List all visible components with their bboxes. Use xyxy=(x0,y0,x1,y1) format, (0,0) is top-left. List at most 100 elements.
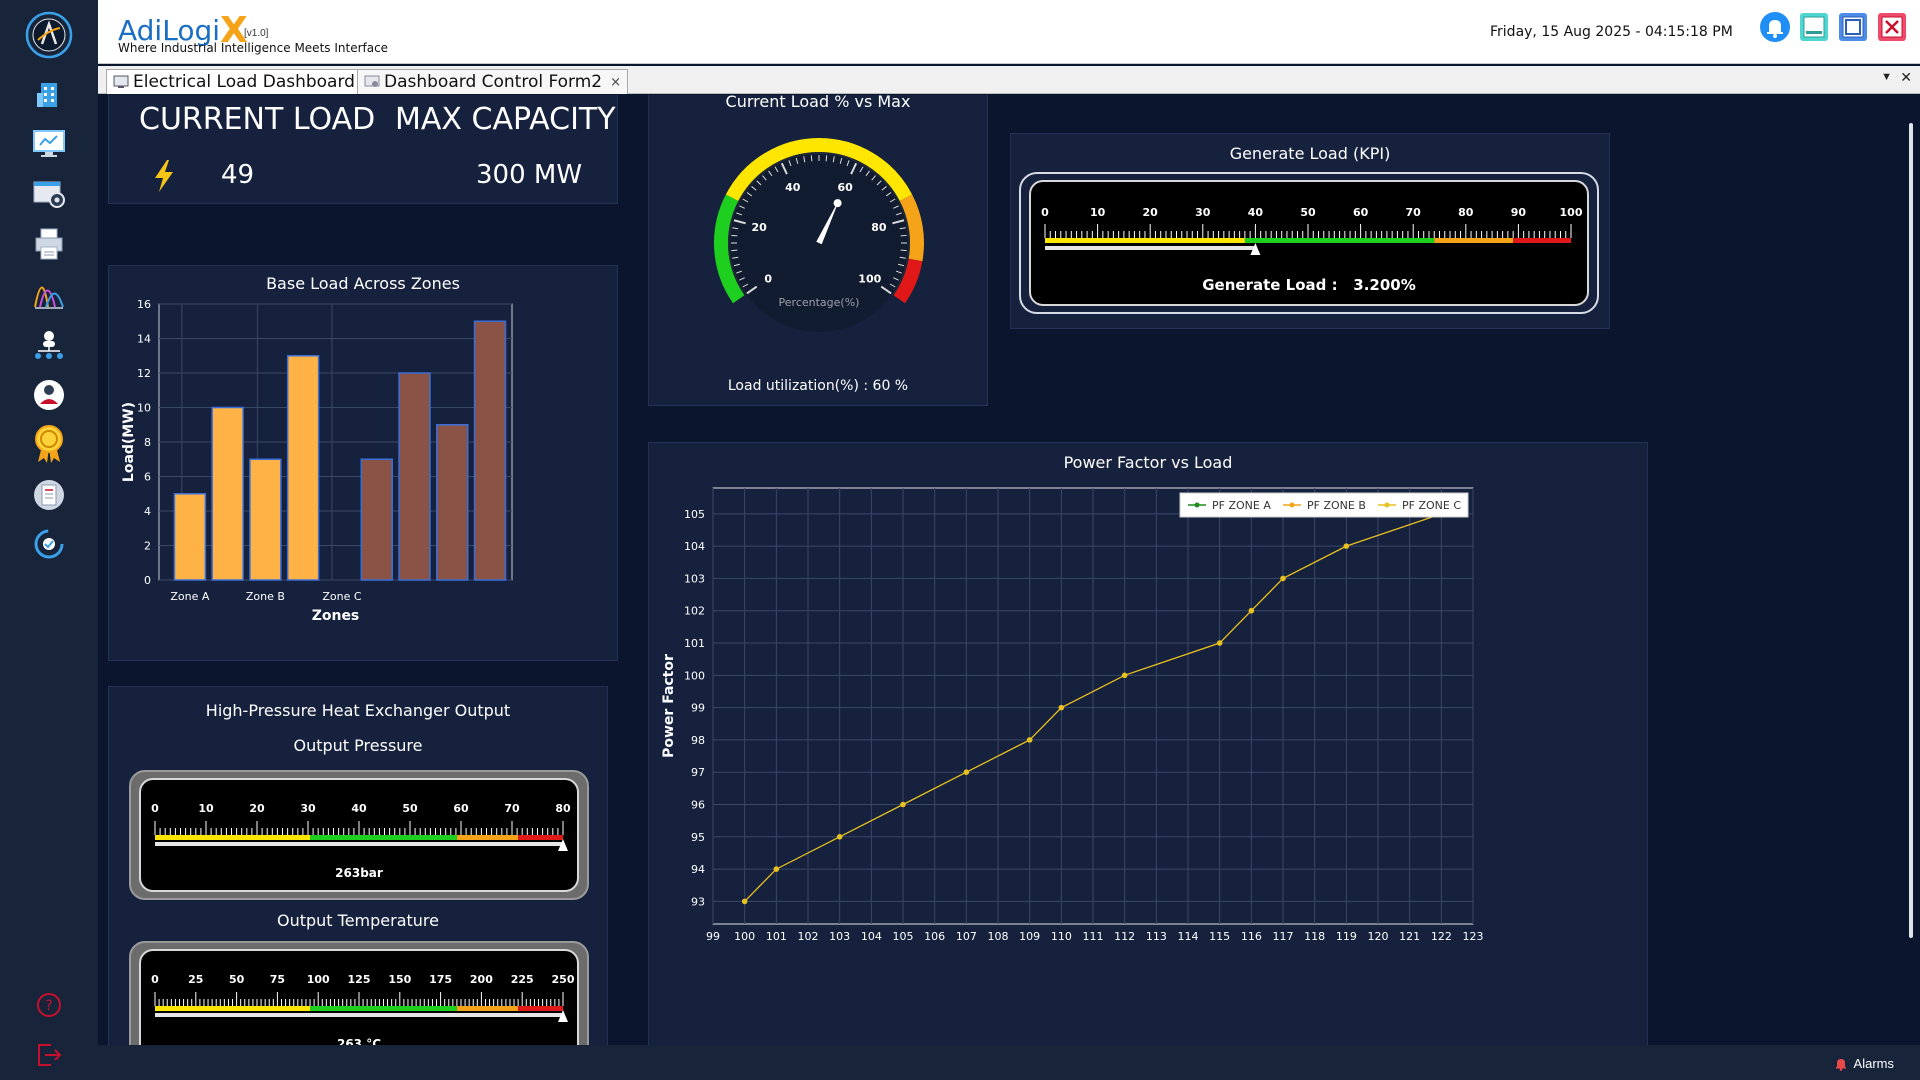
notification-button[interactable] xyxy=(1758,10,1792,44)
form-tab-icon xyxy=(364,75,380,87)
tab-list-dropdown[interactable]: ▼ xyxy=(1881,71,1892,83)
scale-tick-label: 30 xyxy=(300,802,316,815)
close-app-button[interactable] xyxy=(1875,10,1909,44)
scale-tick-label: 40 xyxy=(1248,206,1264,219)
x-tick-label: 109 xyxy=(1019,930,1040,943)
y-tick-label: 104 xyxy=(684,540,705,553)
scale-tick-label: 0 xyxy=(1041,206,1049,219)
gauge-tick xyxy=(768,170,773,177)
minimize-button[interactable] xyxy=(1797,10,1831,44)
logout-icon[interactable] xyxy=(24,1032,74,1078)
gauge-needle-cap xyxy=(833,199,842,208)
y-tick-label: 97 xyxy=(691,766,705,779)
maximize-button[interactable] xyxy=(1836,10,1870,44)
scale-tick-label: 50 xyxy=(229,973,245,986)
maximize-icon xyxy=(1839,13,1867,41)
user-icon[interactable] xyxy=(24,372,74,418)
scale-tick-label: 100 xyxy=(1560,206,1583,219)
gauge-tick xyxy=(795,157,799,164)
legend-entry: PF ZONE C xyxy=(1402,499,1461,512)
scale-color-band xyxy=(155,835,311,840)
vertical-scrollbar[interactable] xyxy=(1902,95,1920,1045)
x-tick-label: 123 xyxy=(1463,930,1484,943)
current-load-label: CURRENT LOAD xyxy=(139,102,376,137)
gauge-tick xyxy=(895,270,902,274)
gauge-tick-label: 80 xyxy=(871,221,887,234)
gauge-tick xyxy=(899,256,906,259)
gauge-tick xyxy=(900,249,907,252)
building-icon[interactable] xyxy=(24,72,74,118)
y-tick-label: 103 xyxy=(684,572,705,585)
gauge-tick xyxy=(865,170,870,177)
tab-dashboard-control-form2[interactable]: Dashboard Control Form2 × xyxy=(357,69,629,94)
close-all-tabs-button[interactable]: ✕ xyxy=(1900,69,1912,85)
gauge-tick xyxy=(893,277,899,281)
gauge-tick-label: 20 xyxy=(751,221,767,234)
gauge-tick xyxy=(733,219,746,225)
y-tick-label: 102 xyxy=(684,605,705,618)
report-icon[interactable] xyxy=(24,472,74,518)
help-icon[interactable]: ? xyxy=(24,982,74,1028)
generate-load-readout: Generate Load : 3.200% xyxy=(1031,276,1587,294)
pressure-scale: 0 10 20 30 40 50 60 70 80 xyxy=(151,802,571,851)
x-tick-label: 102 xyxy=(798,930,819,943)
tab-electrical-load-dashboard[interactable]: Electrical Load Dashboard × xyxy=(106,69,381,94)
x-tick-label: 101 xyxy=(766,930,787,943)
data-point xyxy=(1216,640,1223,646)
max-capacity-label: MAX CAPACITY xyxy=(395,102,616,137)
scale-tick-label: 80 xyxy=(1458,206,1474,219)
temperature-value: 263 °C xyxy=(336,1037,382,1045)
load-percentage-gauge: 0 20 40 60 80 100 Percentage(%) xyxy=(714,138,924,332)
scale-tick-label: 80 xyxy=(555,802,571,815)
scroll-thumb[interactable] xyxy=(1909,123,1913,938)
gauge-tick xyxy=(885,192,892,197)
scale-tick-label: 60 xyxy=(1353,206,1369,219)
scale-tick-label: 0 xyxy=(151,802,159,815)
scale-tick-label: 250 xyxy=(552,973,575,986)
printer-icon[interactable] xyxy=(24,221,74,267)
gauge-color-band xyxy=(893,258,923,304)
gauge-tick xyxy=(825,155,828,162)
data-point xyxy=(1026,737,1033,743)
tab-close-icon[interactable]: × xyxy=(610,74,622,90)
gauge-tick xyxy=(810,155,813,162)
settings-screen-icon[interactable] xyxy=(24,171,74,217)
load-utilization: Load utilization(%) : 60 % xyxy=(649,378,987,394)
logo-icon[interactable] xyxy=(24,11,74,59)
monitor-icon[interactable] xyxy=(24,121,74,167)
gauge-tick xyxy=(899,227,906,230)
gauge-tick xyxy=(742,283,749,288)
scale-progress-track xyxy=(155,1013,563,1017)
generate-load-ruler-gauge: 0 10 20 30 40 50 60 70 80 90 100 Generate Load : 3… xyxy=(1029,180,1589,306)
gauge-tick xyxy=(876,180,882,186)
scale-tick-label: 70 xyxy=(1406,206,1422,219)
gauge-tick xyxy=(746,192,753,197)
sync-icon[interactable] xyxy=(24,521,74,567)
alarms-indicator[interactable]: Alarms xyxy=(1834,1056,1894,1071)
scale-tick-label: 30 xyxy=(1195,206,1211,219)
y-tick-label: 8 xyxy=(144,436,151,449)
scale-color-band xyxy=(518,1006,563,1011)
x-tick-label: Zone C xyxy=(322,590,362,603)
award-icon[interactable] xyxy=(24,421,74,467)
scale-color-band xyxy=(1434,238,1514,243)
y-tick-label: 100 xyxy=(684,669,705,682)
x-tick-label: 121 xyxy=(1399,930,1420,943)
gauge-tick-label: 60 xyxy=(838,181,854,194)
chart-title: Power Factor vs Load xyxy=(1063,453,1233,472)
gauge-tick xyxy=(732,256,739,259)
scale-tick-label: 0 xyxy=(151,973,159,986)
pressure-value: 263bar xyxy=(335,866,383,880)
bar xyxy=(173,493,207,581)
gauge-unit-label: Percentage(%) xyxy=(779,296,860,309)
scale-tick-label: 20 xyxy=(1143,206,1159,219)
network-icon[interactable] xyxy=(24,322,74,368)
scale-progress-track xyxy=(1045,246,1256,250)
heat-exchanger-title: High-Pressure Heat Exchanger Output xyxy=(205,701,511,720)
chart-icon[interactable] xyxy=(24,272,74,318)
scale-color-band xyxy=(456,835,519,840)
alarm-bell-icon xyxy=(1835,1058,1846,1071)
gauge-tick xyxy=(736,270,743,274)
data-point xyxy=(1343,543,1350,549)
